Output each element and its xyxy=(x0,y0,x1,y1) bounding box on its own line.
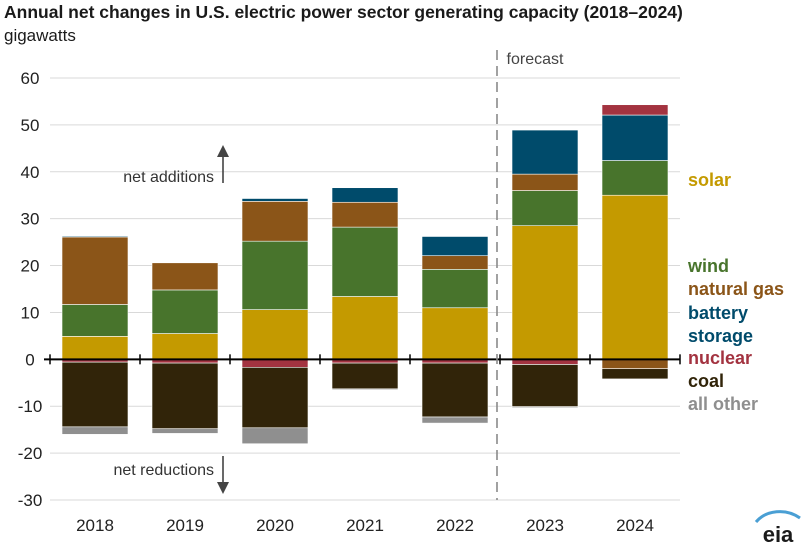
bar-wind-2021 xyxy=(331,226,399,297)
bar-natural-gas-2019 xyxy=(151,262,219,291)
unit-label: gigawatts xyxy=(4,26,76,45)
x-tick-label: 2022 xyxy=(436,516,474,535)
forecast-label: forecast xyxy=(507,51,564,68)
bar-natural-gas-2021 xyxy=(331,201,399,228)
bar-battery-storage-2022 xyxy=(421,236,489,257)
x-tick-label: 2019 xyxy=(166,516,204,535)
bar-all-other-2018 xyxy=(61,426,129,435)
bar-solar-2024 xyxy=(601,194,669,360)
legend-battery-storage: battery storage xyxy=(688,302,758,348)
bar-battery-storage-2018 xyxy=(61,235,129,238)
chart-title: Annual net changes in U.S. electric powe… xyxy=(4,2,683,22)
y-tick-label: -30 xyxy=(18,491,43,510)
net-reductions-annotation: net reductions xyxy=(113,456,229,494)
down-arrow-icon xyxy=(217,482,229,494)
bar-battery-storage-2024 xyxy=(601,114,669,161)
bar-coal-2022 xyxy=(421,362,489,418)
up-arrow-icon xyxy=(217,145,229,157)
bar-wind-2023 xyxy=(511,190,579,227)
bar-solar-2020 xyxy=(241,309,309,360)
bar-wind-2022 xyxy=(421,269,489,309)
bar-coal-2023 xyxy=(511,364,579,407)
bar-solar-2018 xyxy=(61,336,129,360)
y-tick-label: 30 xyxy=(21,210,40,229)
bar-battery-storage-2023 xyxy=(511,129,579,175)
bar-battery-storage-2020 xyxy=(241,198,309,202)
bar-solar-2022 xyxy=(421,307,489,360)
bar-battery-storage-2019 xyxy=(151,261,219,264)
bar-wind-2020 xyxy=(241,240,309,310)
legend-coal: coal xyxy=(688,371,725,391)
legend-nuclear: nuclear xyxy=(688,348,753,368)
bar-coal-2021 xyxy=(331,362,399,390)
y-tick-label: -20 xyxy=(18,444,43,463)
x-tick-label: 2024 xyxy=(616,516,654,535)
bar-natural-gas-2020 xyxy=(241,201,309,242)
bar-solar-2021 xyxy=(331,296,399,360)
x-tick-label: 2018 xyxy=(76,516,114,535)
legend-solar: solar xyxy=(688,170,732,190)
bar-all-other-2024 xyxy=(601,378,669,380)
bar-natural-gas-2022 xyxy=(421,255,489,270)
bar-coal-2019 xyxy=(151,362,219,430)
bar-wind-2024 xyxy=(601,160,669,196)
net-additions-label: net additions xyxy=(123,169,214,186)
y-tick-label: 50 xyxy=(21,116,40,135)
y-tick-label: 0 xyxy=(25,350,34,369)
bar-natural-gas-2024 xyxy=(601,359,669,370)
bar-natural-gas-2018 xyxy=(61,236,129,305)
bar-all-other-2021 xyxy=(331,388,399,391)
legend: solar wind natural gas battery storage n… xyxy=(688,0,808,549)
y-tick-label: -10 xyxy=(18,397,43,416)
x-tick-label: 2020 xyxy=(256,516,294,535)
bar-wind-2019 xyxy=(151,289,219,334)
bar-all-other-2019 xyxy=(151,428,219,434)
legend-battery-storage-label: battery storage xyxy=(688,303,754,346)
logo-swoosh-icon xyxy=(754,510,801,524)
legend-wind: wind xyxy=(688,256,729,276)
bar-coal-2020 xyxy=(241,367,309,429)
bar-all-other-2023 xyxy=(511,406,579,408)
x-tick-label: 2021 xyxy=(346,516,384,535)
bar-coal-2024 xyxy=(601,368,669,380)
bar-solar-2023 xyxy=(511,225,579,360)
bar-all-other-2020 xyxy=(241,427,309,445)
bar-natural-gas-2023 xyxy=(511,173,579,191)
net-additions-annotation: net additions xyxy=(123,145,229,186)
bar-all-other-2022 xyxy=(421,416,489,424)
bar-solar-2019 xyxy=(151,333,219,360)
y-tick-label: 40 xyxy=(21,163,40,182)
bar-nuclear-2020 xyxy=(241,359,309,368)
bar-wind-2018 xyxy=(61,304,129,337)
y-tick-label: 60 xyxy=(21,69,40,88)
bar-nuclear-2024 xyxy=(601,104,669,116)
y-tick-label: 20 xyxy=(21,257,40,276)
eia-logo: eia xyxy=(754,510,801,546)
bar-coal-2018 xyxy=(61,361,129,428)
legend-all-other: all other xyxy=(688,394,759,414)
y-tick-label: 10 xyxy=(21,303,40,322)
legend-natural-gas: natural gas xyxy=(688,279,785,299)
bar-battery-storage-2021 xyxy=(331,187,399,203)
logo-text: eia xyxy=(763,522,794,546)
x-tick-label: 2023 xyxy=(526,516,564,535)
net-reductions-label: net reductions xyxy=(113,462,214,479)
